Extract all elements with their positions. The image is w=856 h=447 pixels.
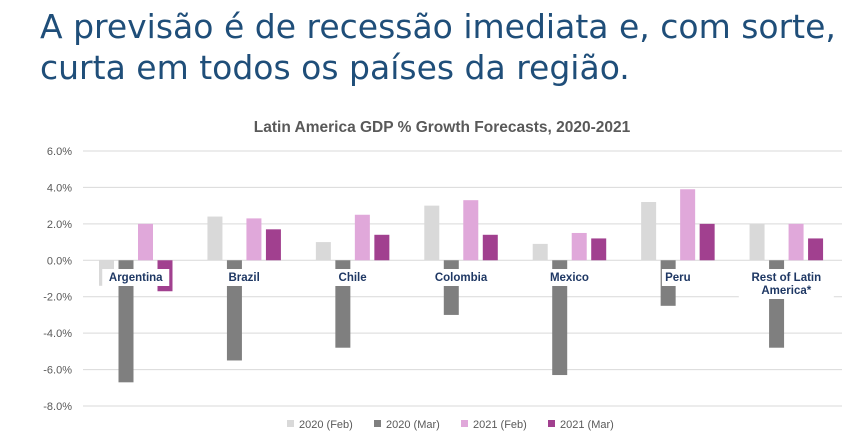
category-label: Mexico	[550, 272, 589, 284]
chart-title: Latin America GDP % Growth Forecasts, 20…	[254, 119, 631, 136]
bar	[374, 234, 390, 261]
y-tick-label: -8.0%	[43, 401, 72, 413]
bar	[808, 238, 824, 261]
slide-title-line-2: curta em todos os países da região.	[40, 48, 630, 87]
category-label-bg	[333, 269, 373, 286]
bar	[424, 205, 440, 261]
y-tick-label: 6.0%	[47, 146, 72, 158]
y-tick-label: 2.0%	[47, 219, 72, 231]
category-label-bg	[102, 269, 170, 286]
category-labels: Argentina Brazil Chile Colombia Mexico Peru Re…	[102, 269, 834, 299]
category-label: Brazil	[229, 272, 260, 284]
y-tick-label: 4.0%	[47, 182, 72, 194]
legend-swatch	[461, 420, 468, 427]
bar	[138, 223, 153, 261]
gridlines	[83, 150, 842, 407]
category-label: Peru	[665, 272, 691, 284]
bar	[315, 242, 331, 261]
bar	[463, 200, 479, 261]
bar	[641, 202, 657, 261]
bar	[788, 223, 804, 261]
slide-title: A previsão é de recessão imediata e, com…	[40, 6, 840, 88]
legend-swatch	[548, 420, 555, 427]
legend: 2020 (Feb) 2020 (Mar) 2021 (Feb) 2021 (Mar)	[287, 419, 614, 431]
category-label: Rest of Latin	[752, 272, 822, 284]
bar	[699, 223, 715, 261]
bar	[246, 218, 262, 261]
category-label-bg	[546, 269, 593, 286]
bar	[207, 216, 223, 261]
legend-label: 2021 (Feb)	[473, 419, 527, 431]
category-label: Chile	[339, 272, 367, 284]
category-label-bg	[431, 269, 492, 286]
bar	[118, 260, 134, 383]
y-tick-label: -4.0%	[43, 328, 72, 340]
legend-label: 2020 (Mar)	[386, 419, 440, 431]
bar	[571, 232, 587, 261]
legend-swatch	[287, 420, 294, 427]
category-label-bg	[661, 269, 694, 286]
bar	[532, 243, 548, 261]
bar	[680, 189, 696, 261]
legend-swatch	[374, 420, 381, 427]
bar	[482, 234, 498, 261]
bar	[552, 260, 568, 376]
bar	[354, 214, 370, 261]
bar	[591, 238, 607, 261]
y-tick-label: -6.0%	[43, 365, 72, 377]
bar	[443, 260, 459, 315]
bar	[265, 229, 281, 261]
slide-title-line-1: A previsão é de recessão imediata e, com…	[40, 7, 836, 46]
y-axis-ticks: 6.0% 4.0% 2.0% 0.0% -2.0% -4.0% -6.0% -8.0%	[43, 146, 72, 413]
category-label-bg	[738, 269, 834, 299]
legend-label: 2021 (Mar)	[560, 419, 614, 431]
category-label: Argentina	[109, 272, 163, 284]
category-label: Colombia	[435, 272, 488, 284]
category-label-bg	[221, 269, 268, 286]
legend-label: 2020 (Feb)	[299, 419, 353, 431]
y-tick-label: -2.0%	[43, 292, 72, 304]
y-tick-label: 0.0%	[47, 255, 72, 267]
category-label: America*	[761, 285, 811, 297]
bar	[749, 223, 765, 261]
